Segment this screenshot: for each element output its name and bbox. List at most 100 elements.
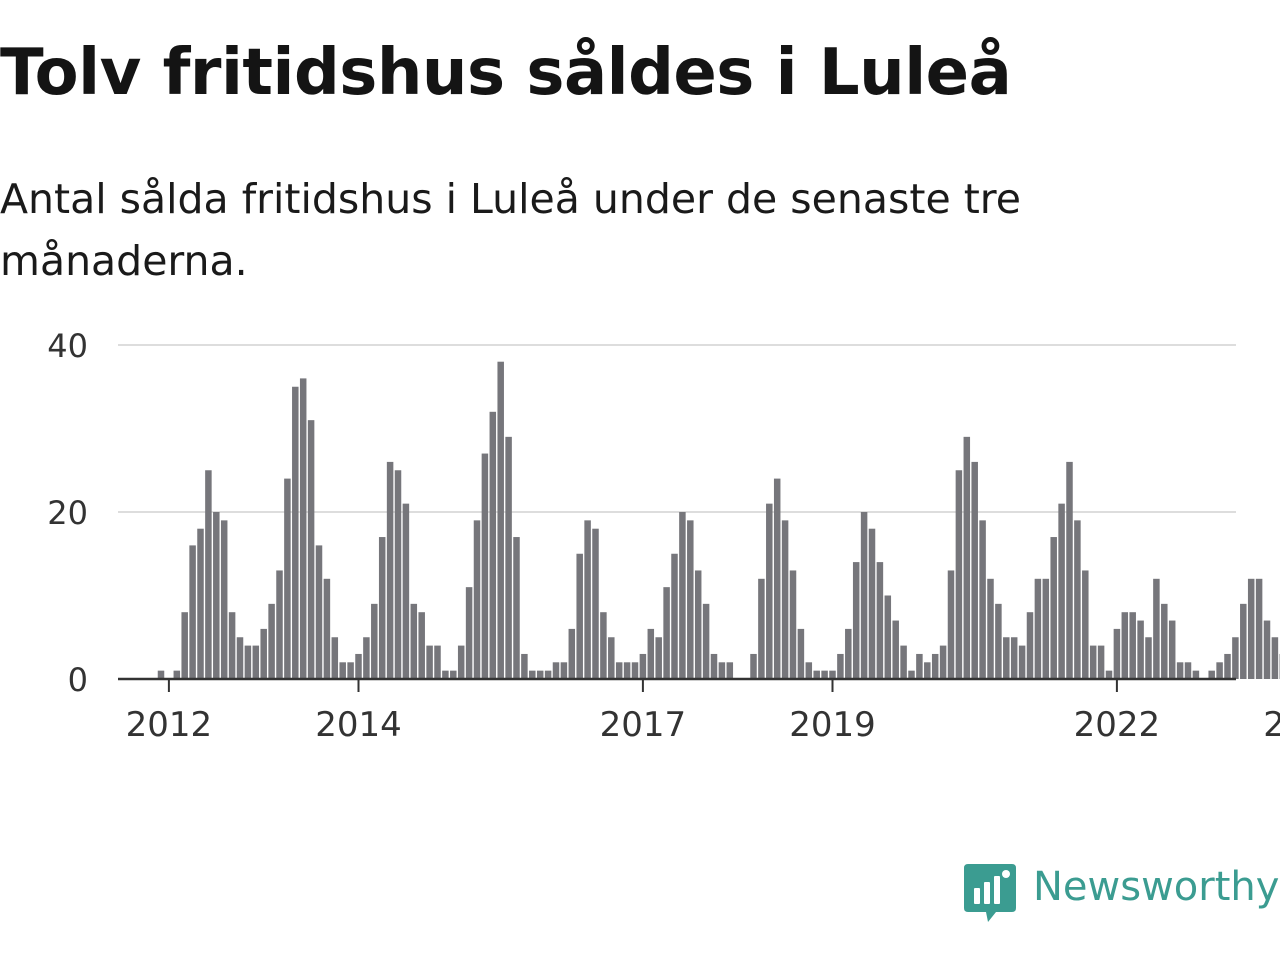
x-tick-label: 2014 (315, 705, 402, 745)
bar (955, 470, 963, 679)
bar (868, 528, 876, 679)
bar (497, 361, 504, 679)
bar (600, 612, 607, 679)
bar (173, 670, 181, 679)
bar (402, 503, 410, 679)
bar (181, 612, 188, 679)
bar (592, 528, 599, 679)
bar (1208, 670, 1215, 679)
bar (292, 386, 299, 679)
bar (299, 378, 307, 679)
bar (773, 478, 781, 679)
bar (718, 662, 726, 679)
bar (1066, 461, 1073, 679)
y-tick-label: 40 (47, 327, 88, 365)
bar (1089, 645, 1097, 679)
bar (307, 420, 315, 679)
bar (521, 653, 528, 679)
bar (679, 512, 686, 679)
bar (363, 637, 370, 679)
bar (1153, 578, 1160, 679)
bar (434, 645, 441, 679)
bar (220, 520, 228, 679)
bar (702, 603, 710, 679)
bar (418, 612, 425, 679)
bar (615, 662, 623, 679)
x-axis: 2012 2014 2017 2019 2022 2024 (118, 677, 1280, 745)
bar (450, 670, 457, 679)
bar (1074, 520, 1081, 679)
bar (157, 670, 165, 679)
bar (1026, 612, 1034, 679)
bar (252, 645, 260, 679)
brand-name: Newsworthy (1033, 864, 1280, 910)
bar (394, 470, 402, 679)
bar (900, 645, 907, 679)
bar (568, 628, 576, 679)
bar (560, 662, 568, 679)
bar (987, 578, 994, 679)
bar (260, 628, 267, 679)
bar (1145, 637, 1152, 679)
bar (465, 587, 473, 679)
y-axis: 0 20 40 (47, 327, 88, 699)
bar (386, 461, 394, 679)
bar (1129, 612, 1136, 679)
bar (1216, 662, 1223, 679)
bar (323, 578, 331, 679)
bar (710, 653, 718, 679)
bar (355, 653, 362, 679)
bar (1192, 670, 1200, 679)
bar (1137, 620, 1144, 679)
bar (845, 628, 852, 679)
bar (1010, 637, 1018, 679)
bar (513, 537, 520, 679)
bar (1161, 603, 1168, 679)
bar (1240, 603, 1247, 679)
bar (884, 595, 892, 679)
bar (473, 520, 481, 679)
bar (663, 587, 670, 679)
bar (852, 562, 860, 679)
bar (995, 603, 1002, 679)
bar (860, 512, 868, 679)
bar (276, 570, 283, 679)
bar (908, 670, 915, 679)
bar (1113, 628, 1121, 679)
bar (623, 662, 631, 679)
bar (1105, 670, 1113, 679)
bar (457, 645, 465, 679)
bar (781, 520, 789, 679)
bar (829, 670, 836, 679)
bar (426, 645, 433, 679)
bar (813, 670, 820, 679)
y-tick-label: 0 (68, 661, 88, 699)
bar (505, 436, 512, 679)
bar (916, 653, 923, 679)
x-tick-label: 2012 (126, 705, 213, 745)
bar (671, 553, 678, 679)
bar (236, 637, 244, 679)
bar (1034, 578, 1042, 679)
bar (331, 637, 339, 679)
x-tick-label: 2019 (789, 705, 876, 745)
bar (1058, 503, 1065, 679)
x-tick-label: 2017 (600, 705, 687, 745)
bar (1121, 612, 1129, 679)
bar (837, 653, 844, 679)
bar (789, 570, 797, 679)
bar (931, 653, 939, 679)
bar (892, 620, 899, 679)
bar (552, 662, 560, 679)
bar (544, 670, 552, 679)
bar (378, 537, 386, 679)
bar (189, 545, 196, 679)
bar (1176, 662, 1184, 679)
bar (1003, 637, 1010, 679)
x-tick-label: 2024 (1263, 705, 1280, 745)
y-tick-label: 20 (47, 494, 88, 532)
bar (205, 470, 212, 679)
bar (647, 628, 655, 679)
bar (536, 670, 544, 679)
